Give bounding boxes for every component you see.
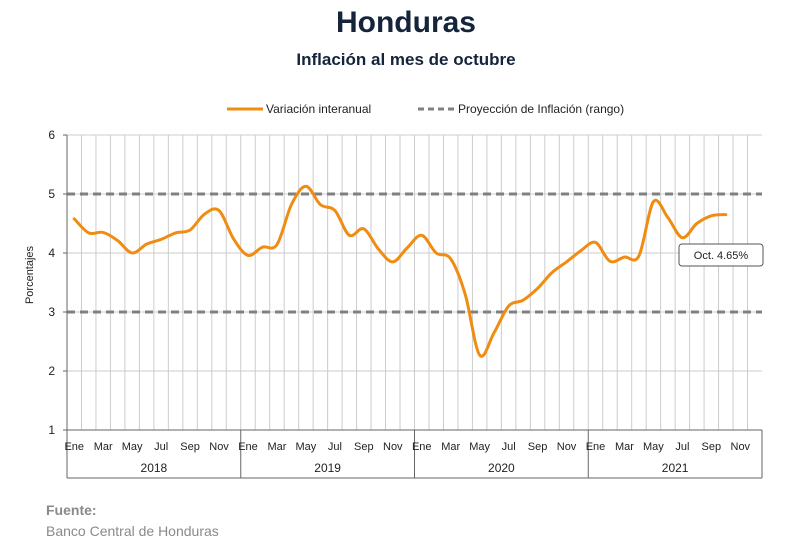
x-tick-labels: Ene Mar May Jul Sep Nov Ene Mar May Jul Sep Nov Ene M… [64, 441, 750, 453]
x-tick-label: Sep [702, 441, 722, 453]
chart-subtitle: Inflación al mes de octubre [296, 50, 516, 69]
x-tick-label: Jul [502, 441, 516, 453]
y-tick-label: 2 [48, 364, 55, 378]
x-tick-label: Ene [238, 441, 258, 453]
x-tick-label: May [643, 441, 664, 453]
annotation-callout: Oct. 4.65% [678, 243, 764, 267]
x-tick-label: Sep [528, 441, 548, 453]
x-tick-label: Nov [557, 441, 577, 453]
y-tick-label: 5 [48, 187, 55, 201]
x-tick-label: Nov [209, 441, 229, 453]
legend-label-series: Variación interanual [266, 102, 371, 116]
source-label: Fuente: [46, 502, 97, 518]
x-tick-label: Jul [328, 441, 342, 453]
x-tick-label: Ene [64, 441, 84, 453]
series-line-variacion [72, 184, 728, 358]
x-tick-label: Sep [354, 441, 374, 453]
x-tick-label: Nov [383, 441, 403, 453]
year-label: 2019 [314, 461, 341, 475]
year-label: 2018 [141, 461, 168, 475]
x-tick-label: May [469, 441, 490, 453]
x-tick-label: Jul [154, 441, 168, 453]
axes [63, 134, 763, 479]
x-tick-label: Sep [180, 441, 200, 453]
y-axis-label: Porcentajes [24, 245, 36, 304]
legend: Variación interanual Proyección de Infla… [227, 102, 624, 116]
y-tick-label: 6 [48, 128, 55, 142]
projection-band [67, 192, 762, 314]
x-tick-label: May [296, 441, 317, 453]
source-text: Banco Central de Honduras [46, 523, 219, 539]
year-label: 2021 [662, 461, 689, 475]
x-tick-label: Ene [412, 441, 432, 453]
chart-title: Honduras [335, 6, 476, 39]
year-labels: 2018 2019 2020 2021 [141, 461, 689, 475]
x-tick-label: Mar [441, 441, 460, 453]
x-tick-label: Mar [267, 441, 286, 453]
annotation-label: Oct. 4.65% [694, 250, 749, 262]
x-tick-label: Jul [675, 441, 689, 453]
x-tick-label: Mar [94, 441, 113, 453]
legend-label-band: Proyección de Inflación (rango) [458, 102, 624, 116]
x-tick-label: Ene [586, 441, 606, 453]
x-tick-label: Nov [731, 441, 751, 453]
line-chart: Variación interanual Proyección de Infla… [24, 102, 764, 479]
year-label: 2020 [488, 461, 515, 475]
x-tick-label: May [122, 441, 143, 453]
y-tick-label: 4 [48, 246, 55, 260]
y-tick-label: 1 [48, 423, 55, 437]
y-tick-label: 3 [48, 305, 55, 319]
x-tick-label: Mar [615, 441, 634, 453]
vertical-gridlines [80, 135, 749, 430]
y-tick-labels: 1 2 3 4 5 6 [48, 128, 55, 437]
annotation-box [678, 243, 764, 267]
